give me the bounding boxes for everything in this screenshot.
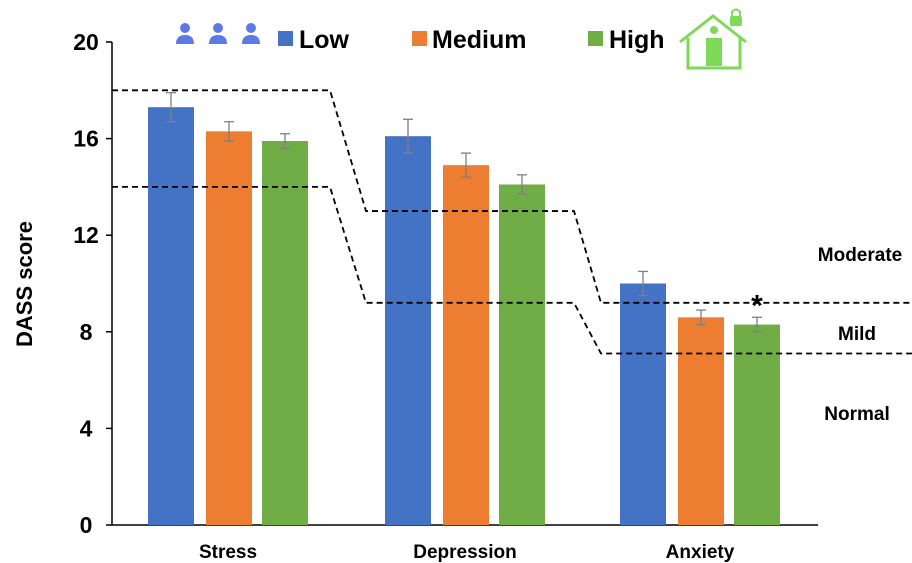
y-tick-label: 0 bbox=[80, 512, 93, 538]
bar-low-anxiety bbox=[620, 283, 666, 525]
legend-swatch-medium bbox=[412, 31, 427, 46]
severity-label-mild: Mild bbox=[838, 324, 876, 345]
y-tick-label: 4 bbox=[80, 415, 93, 441]
severity-label-moderate: Moderate bbox=[818, 245, 902, 266]
category-label: Stress bbox=[199, 542, 257, 563]
bar-medium-anxiety bbox=[678, 317, 724, 525]
bar-low-depression bbox=[385, 136, 431, 525]
x-axis: Stress Depression Anxiety bbox=[199, 542, 735, 563]
legend: Low Medium High bbox=[176, 8, 747, 70]
y-axis: 0 4 8 12 16 20 bbox=[73, 29, 112, 538]
severity-label-normal: Normal bbox=[824, 404, 889, 425]
legend-swatch-high bbox=[588, 31, 603, 46]
significance-asterisk: * bbox=[751, 289, 763, 322]
people-group-icon bbox=[176, 23, 260, 44]
error-bar bbox=[166, 92, 176, 123]
error-bar bbox=[696, 309, 706, 326]
bar-high-stress bbox=[262, 141, 308, 525]
threshold-line-upper bbox=[112, 89, 912, 304]
y-tick-label: 20 bbox=[73, 29, 99, 55]
error-bar bbox=[224, 121, 234, 142]
house-lock-person-icon bbox=[679, 8, 747, 70]
category-label: Depression bbox=[413, 542, 516, 563]
y-tick-label: 16 bbox=[73, 126, 99, 152]
legend-label-low: Low bbox=[299, 26, 350, 54]
y-axis-title: DASS score bbox=[12, 221, 37, 347]
threshold-lines bbox=[112, 89, 912, 355]
error-bar bbox=[752, 316, 762, 333]
legend-label-high: High bbox=[609, 26, 665, 54]
legend-label-medium: Medium bbox=[432, 26, 526, 54]
bar-low-stress bbox=[148, 107, 194, 525]
threshold-line-lower bbox=[112, 186, 912, 355]
legend-swatch-low bbox=[278, 31, 293, 46]
bar-high-anxiety bbox=[734, 324, 780, 525]
error-bar bbox=[517, 174, 527, 195]
error-bar bbox=[638, 270, 648, 297]
bar-medium-depression bbox=[443, 165, 489, 526]
y-tick-label: 12 bbox=[73, 222, 99, 248]
error-bar bbox=[403, 118, 413, 154]
bars bbox=[148, 92, 780, 526]
bar-high-depression bbox=[499, 184, 545, 526]
bar-medium-stress bbox=[206, 131, 252, 526]
error-bar bbox=[280, 133, 290, 149]
error-bar bbox=[461, 152, 471, 178]
category-label: Anxiety bbox=[666, 542, 735, 563]
y-tick-label: 8 bbox=[80, 319, 93, 345]
